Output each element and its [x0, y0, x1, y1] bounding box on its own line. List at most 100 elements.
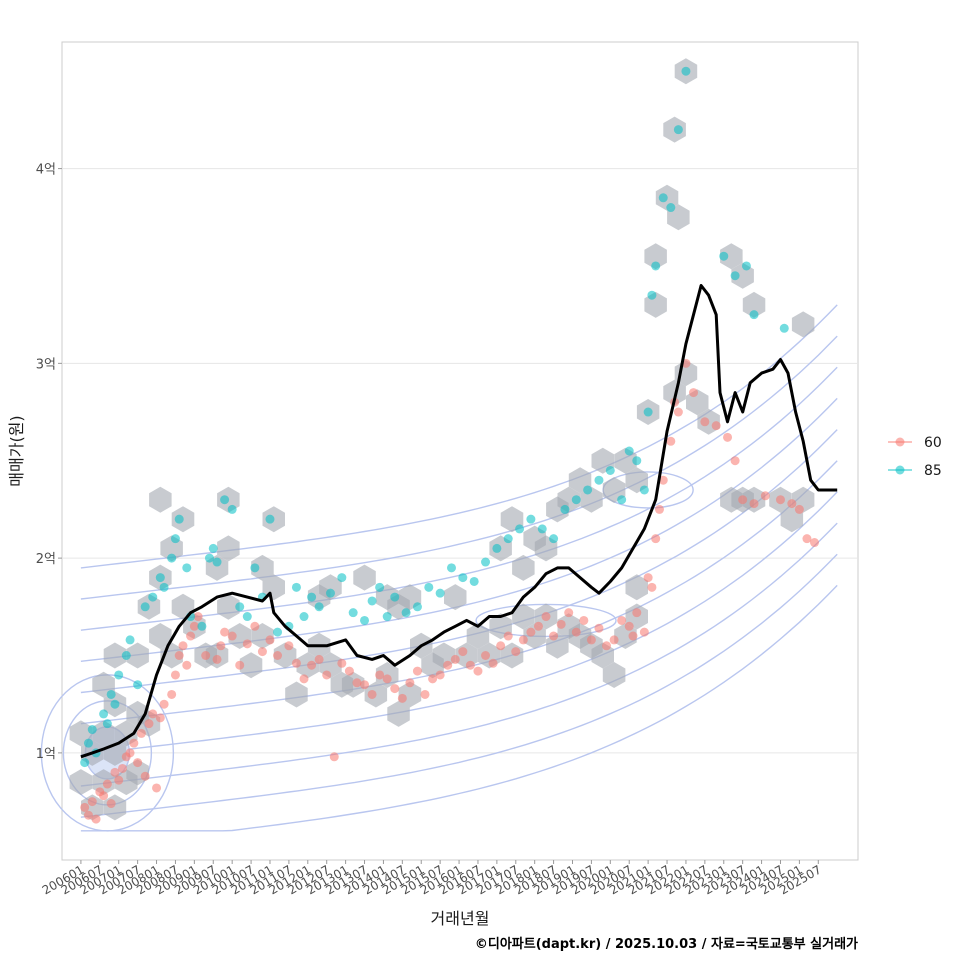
hexbin-cell — [466, 623, 490, 649]
point-85 — [182, 563, 192, 573]
point-85 — [83, 738, 93, 748]
point-60 — [155, 713, 165, 723]
point-85 — [749, 310, 759, 320]
point-60 — [83, 810, 93, 820]
point-60 — [689, 388, 699, 398]
point-85 — [412, 602, 422, 612]
hexbin-cell — [69, 769, 93, 796]
point-60 — [140, 771, 150, 781]
point-85 — [401, 608, 411, 618]
x-axis-title: 거래년월 — [431, 909, 490, 928]
point-60 — [579, 615, 589, 625]
hexbin-cell — [353, 564, 376, 591]
point-85 — [526, 514, 536, 524]
point-85 — [719, 251, 729, 261]
point-85 — [469, 576, 479, 586]
point-60 — [730, 456, 740, 466]
point-60 — [367, 689, 377, 699]
point-60 — [265, 635, 275, 645]
point-60 — [628, 631, 638, 641]
point-60 — [307, 660, 317, 670]
point-85 — [314, 602, 324, 612]
point-60 — [170, 670, 180, 680]
point-85 — [227, 504, 237, 514]
point-60 — [148, 709, 158, 719]
legend-label: 85 — [924, 463, 942, 479]
point-60 — [174, 651, 184, 660]
point-85 — [99, 709, 109, 719]
point-60 — [541, 612, 551, 622]
point-60 — [314, 654, 324, 664]
point-85 — [779, 323, 789, 333]
point-60 — [465, 660, 475, 670]
point-60 — [186, 631, 196, 641]
point-60 — [564, 608, 574, 618]
point-85 — [549, 534, 559, 544]
point-85 — [133, 680, 143, 690]
point-85 — [360, 615, 370, 625]
point-85 — [170, 534, 180, 544]
point-60 — [673, 407, 683, 417]
point-85 — [307, 592, 317, 602]
caption: ©디아파트(dapt.kr) / 2025.10.03 / 자료=국토교통부 실… — [475, 936, 858, 952]
point-85 — [741, 261, 751, 271]
point-60 — [227, 631, 237, 641]
contour-line — [80, 491, 838, 756]
point-85 — [435, 588, 445, 598]
y-tick-label: 4억 — [36, 163, 56, 178]
point-60 — [189, 621, 199, 631]
point-60 — [299, 674, 309, 684]
x-axis-ticks: 2006012006072007012007072008012008072009… — [40, 860, 824, 898]
point-60 — [344, 666, 354, 676]
point-85 — [273, 627, 283, 637]
point-60 — [337, 658, 347, 668]
point-85 — [220, 495, 230, 505]
point-60 — [609, 635, 619, 645]
point-85 — [673, 125, 683, 135]
hexbin-cell — [217, 593, 240, 620]
point-85 — [114, 670, 124, 680]
point-85 — [632, 456, 642, 466]
point-60 — [99, 791, 109, 801]
point-85 — [212, 557, 222, 567]
hexbin-cell — [251, 554, 274, 581]
point-60 — [738, 495, 748, 505]
point-85 — [481, 557, 491, 567]
hexbin-cell — [791, 311, 815, 338]
point-85 — [617, 495, 627, 505]
point-60 — [106, 799, 116, 809]
point-60 — [250, 621, 260, 631]
point-60 — [488, 658, 498, 668]
point-85 — [197, 621, 207, 631]
point-85 — [87, 725, 97, 735]
contour-line — [80, 460, 838, 725]
point-85 — [503, 534, 513, 544]
point-85 — [624, 446, 634, 456]
point-85 — [121, 651, 131, 660]
median-line — [80, 284, 838, 759]
point-60 — [556, 619, 566, 629]
point-60 — [787, 499, 797, 509]
point-60 — [182, 660, 192, 670]
point-60 — [212, 654, 222, 664]
point-60 — [760, 491, 770, 501]
point-85 — [666, 203, 676, 213]
point-85 — [594, 475, 604, 485]
hexbin-cell — [625, 574, 648, 601]
point-85 — [583, 485, 593, 495]
point-60 — [201, 651, 211, 660]
point-60 — [322, 670, 332, 680]
contour-line — [80, 304, 838, 569]
hexbin-cell — [319, 574, 342, 601]
point-85 — [458, 573, 468, 583]
point-60 — [114, 775, 124, 785]
hexbin-cell — [285, 681, 308, 708]
point-60 — [360, 680, 370, 690]
point-85 — [681, 66, 691, 76]
point-60 — [533, 621, 543, 631]
point-60 — [443, 660, 453, 670]
hexbin-cell — [602, 662, 626, 688]
point-85 — [382, 612, 392, 622]
point-60 — [481, 651, 491, 660]
point-60 — [144, 719, 154, 729]
